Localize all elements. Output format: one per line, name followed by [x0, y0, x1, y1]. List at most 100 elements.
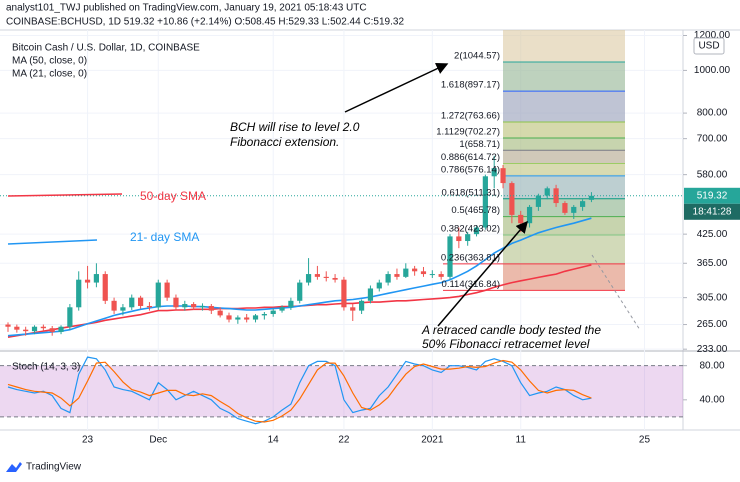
y-tick-label: 1200.00 [694, 30, 731, 41]
sma50-stub [7, 193, 123, 197]
candle-body [500, 168, 506, 184]
candle-body [473, 227, 480, 235]
fib-label: 1.272(763.66) [441, 111, 500, 122]
fib-label: 0.382(423.02) [441, 224, 500, 235]
y-tick-label: 580.00 [697, 169, 728, 180]
fib-label: 1.1129(702.27) [436, 127, 500, 138]
candle-body [341, 279, 347, 308]
fib-label: 1(658.71) [459, 139, 500, 150]
stoch-line [7, 356, 592, 425]
x-tick-label: 23 [82, 435, 94, 446]
candle-body [359, 300, 365, 311]
candle-body [535, 195, 541, 207]
sma21-stub [7, 239, 98, 245]
candle-body [279, 307, 285, 311]
logo-mark [6, 462, 22, 472]
legend-ma21: MA (21, close, 0) [12, 69, 87, 80]
tradingview-logo [6, 462, 22, 472]
annotation-retrace-1: A retraced candle body tested the [421, 323, 601, 337]
sma50-annotation: 50-day SMA [140, 189, 206, 203]
y-tick-label: 365.00 [697, 258, 728, 269]
moving-average [7, 217, 592, 337]
candle-body [571, 206, 577, 213]
x-tick-label: 25 [639, 435, 651, 446]
candle-body [155, 282, 161, 308]
candle-body [226, 315, 232, 320]
candle-body [544, 188, 550, 196]
x-tick-label: 2021 [421, 435, 444, 446]
y-tick-label: 1000.00 [694, 65, 731, 76]
candle-body [217, 310, 223, 316]
annotation-extension-2: Fibonacci extension. [230, 135, 339, 149]
candle-body [5, 324, 11, 327]
sma21-annotation: 21- day SMA [130, 230, 199, 244]
candle-body [588, 195, 595, 200]
candle-body [31, 326, 38, 332]
fib-label: 0.786(576.14) [441, 164, 500, 175]
projection-dash [591, 254, 641, 331]
candle-body [235, 317, 241, 320]
candle-body [146, 305, 153, 308]
candle-body [49, 328, 55, 332]
candle-body [138, 297, 144, 306]
y-tick-label: 265.00 [697, 319, 728, 330]
fib-label: 0.5(465.78) [451, 205, 500, 216]
currency: USD [698, 41, 719, 52]
fib-band [503, 138, 625, 151]
candle-body [102, 274, 108, 301]
candle-body [580, 201, 586, 207]
arrow-to-0.5 [437, 220, 528, 327]
x-tick-label: 11 [516, 435, 527, 446]
annotation-extension-1: BCH will rise to level 2.0 [230, 120, 360, 134]
candle-body [252, 315, 259, 320]
candle-body [14, 326, 20, 330]
candle-body [376, 282, 382, 289]
candle-body [288, 300, 294, 308]
currency-box [693, 37, 725, 55]
candle-body [482, 176, 488, 228]
fib-label: 0.114(316.84) [442, 279, 500, 290]
fib-label: 1.618(897.17) [441, 80, 500, 91]
candle-body [553, 188, 559, 204]
candle-body [208, 305, 214, 311]
fib-band [503, 91, 625, 122]
arrow-to-2.0 [344, 63, 449, 113]
candle-body [111, 300, 117, 311]
y-tick-label: 800.00 [697, 108, 728, 119]
candle-body [261, 314, 267, 316]
candle-body [403, 268, 409, 277]
fib-band [503, 175, 625, 199]
candle-body [297, 282, 303, 301]
candle-body [173, 297, 179, 308]
candle-body [420, 271, 427, 275]
candle-body [199, 305, 206, 308]
candle-body [412, 268, 418, 272]
candle-body [350, 307, 356, 311]
candle-body [164, 282, 170, 298]
y-tick-label: 425.00 [697, 229, 728, 240]
fib-band [503, 150, 625, 164]
candle-body [509, 183, 515, 215]
candle-body [491, 168, 497, 177]
x-tick-label: 22 [338, 435, 350, 446]
stoch-tick-label: 40.00 [699, 394, 724, 405]
candle-body [447, 236, 453, 277]
fib-band [503, 263, 625, 291]
fib-label: 0.236(363.81) [441, 252, 500, 263]
stoch-line [7, 359, 592, 423]
y-tick-label: 305.00 [697, 292, 728, 303]
stoch-title: Stoch (14, 3, 3) [12, 362, 80, 373]
fib-label: 2(1044.57) [454, 51, 500, 62]
candle-body [465, 234, 471, 242]
candle-body [120, 307, 126, 311]
candle-body [385, 274, 391, 283]
candle-body [129, 297, 135, 308]
candle-body [518, 214, 524, 224]
x-tick-label: Dec [149, 435, 167, 446]
candle-body [456, 236, 462, 242]
y-tick-label: 233.00 [697, 344, 728, 355]
candle-body [394, 274, 400, 277]
candle-body [270, 310, 276, 315]
candle-body [429, 274, 435, 276]
